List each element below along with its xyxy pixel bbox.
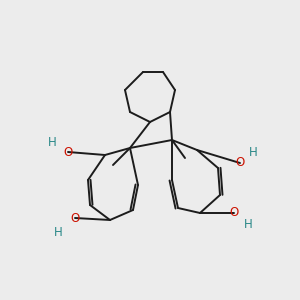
Text: O: O [230, 206, 238, 220]
Text: O: O [236, 157, 244, 169]
Text: O: O [63, 146, 73, 158]
Text: H: H [54, 226, 62, 238]
Text: H: H [249, 146, 257, 160]
Text: O: O [70, 212, 80, 224]
Text: H: H [48, 136, 56, 148]
Text: H: H [244, 218, 252, 232]
